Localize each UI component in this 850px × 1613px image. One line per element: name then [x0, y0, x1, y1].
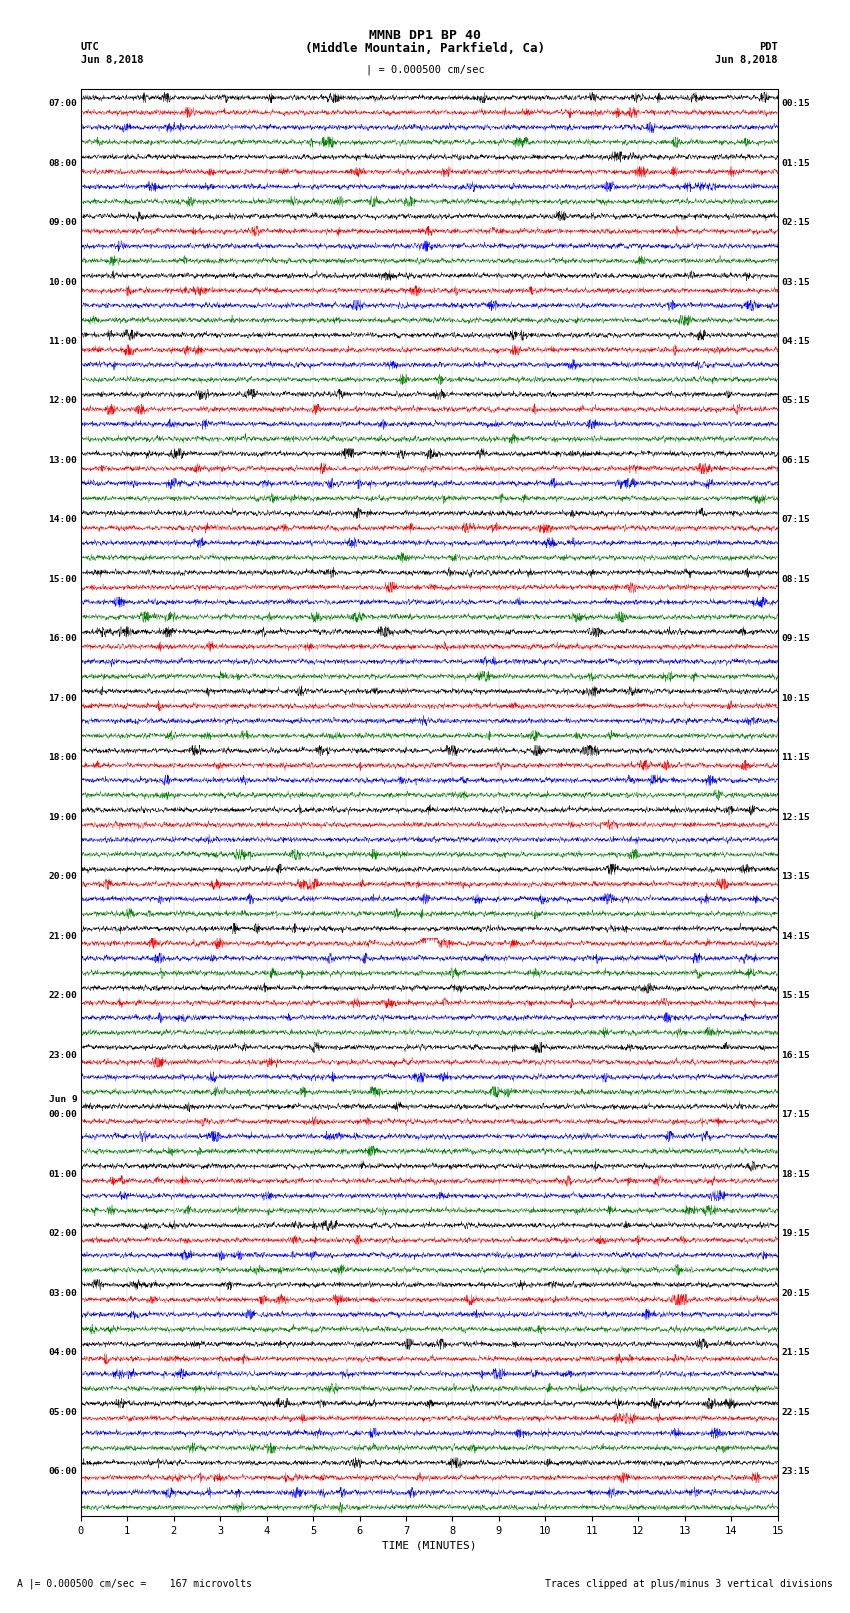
Text: 22:00: 22:00 [48, 992, 77, 1000]
Text: 20:15: 20:15 [781, 1289, 810, 1298]
Text: Traces clipped at plus/minus 3 vertical divisions: Traces clipped at plus/minus 3 vertical … [545, 1579, 833, 1589]
Text: 00:00: 00:00 [48, 1110, 77, 1119]
X-axis label: TIME (MINUTES): TIME (MINUTES) [382, 1540, 477, 1550]
Text: 18:15: 18:15 [781, 1169, 810, 1179]
Text: 07:15: 07:15 [781, 516, 810, 524]
Text: UTC: UTC [81, 42, 99, 52]
Text: 15:15: 15:15 [781, 992, 810, 1000]
Text: A |= 0.000500 cm/sec =    167 microvolts: A |= 0.000500 cm/sec = 167 microvolts [17, 1578, 252, 1589]
Text: 13:15: 13:15 [781, 873, 810, 881]
Text: 01:15: 01:15 [781, 158, 810, 168]
Text: 14:15: 14:15 [781, 932, 810, 940]
Text: 05:15: 05:15 [781, 397, 810, 405]
Text: Jun 8,2018: Jun 8,2018 [715, 55, 778, 65]
Text: 22:15: 22:15 [781, 1408, 810, 1416]
Text: 01:00: 01:00 [48, 1169, 77, 1179]
Text: 20:00: 20:00 [48, 873, 77, 881]
Text: (Middle Mountain, Parkfield, Ca): (Middle Mountain, Parkfield, Ca) [305, 42, 545, 55]
Text: 14:00: 14:00 [48, 516, 77, 524]
Text: 19:00: 19:00 [48, 813, 77, 823]
Text: 08:00: 08:00 [48, 158, 77, 168]
Text: 21:00: 21:00 [48, 932, 77, 940]
Text: 21:15: 21:15 [781, 1348, 810, 1357]
Text: 16:15: 16:15 [781, 1050, 810, 1060]
Text: 15:00: 15:00 [48, 574, 77, 584]
Text: 23:00: 23:00 [48, 1050, 77, 1060]
Text: PDT: PDT [759, 42, 778, 52]
Text: | = 0.000500 cm/sec: | = 0.000500 cm/sec [366, 65, 484, 76]
Text: 05:00: 05:00 [48, 1408, 77, 1416]
Text: 03:15: 03:15 [781, 277, 810, 287]
Text: 03:00: 03:00 [48, 1289, 77, 1298]
Text: 11:00: 11:00 [48, 337, 77, 347]
Text: 23:15: 23:15 [781, 1468, 810, 1476]
Text: 07:00: 07:00 [48, 98, 77, 108]
Text: 00:15: 00:15 [781, 98, 810, 108]
Text: 12:15: 12:15 [781, 813, 810, 823]
Text: 08:15: 08:15 [781, 574, 810, 584]
Text: 02:15: 02:15 [781, 218, 810, 227]
Text: Jun 9: Jun 9 [48, 1095, 77, 1105]
Text: 19:15: 19:15 [781, 1229, 810, 1239]
Text: 17:15: 17:15 [781, 1110, 810, 1119]
Text: 12:00: 12:00 [48, 397, 77, 405]
Text: 18:00: 18:00 [48, 753, 77, 763]
Text: 06:00: 06:00 [48, 1468, 77, 1476]
Text: 04:00: 04:00 [48, 1348, 77, 1357]
Text: 06:15: 06:15 [781, 456, 810, 465]
Text: 04:15: 04:15 [781, 337, 810, 347]
Text: 13:00: 13:00 [48, 456, 77, 465]
Text: MMNB DP1 BP 40: MMNB DP1 BP 40 [369, 29, 481, 42]
Text: 11:15: 11:15 [781, 753, 810, 763]
Text: 02:00: 02:00 [48, 1229, 77, 1239]
Text: 09:00: 09:00 [48, 218, 77, 227]
Text: 17:00: 17:00 [48, 694, 77, 703]
Text: Jun 8,2018: Jun 8,2018 [81, 55, 144, 65]
Text: 10:00: 10:00 [48, 277, 77, 287]
Text: 10:15: 10:15 [781, 694, 810, 703]
Text: 16:00: 16:00 [48, 634, 77, 644]
Text: 09:15: 09:15 [781, 634, 810, 644]
